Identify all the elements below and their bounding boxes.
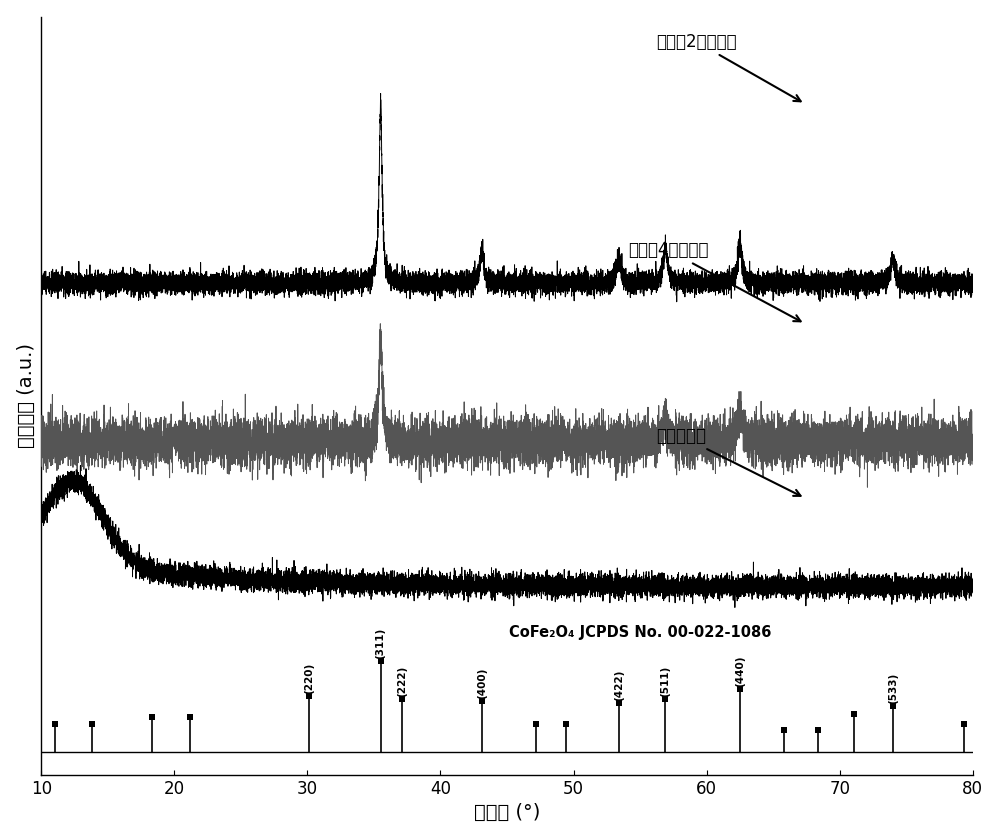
Text: (311): (311) <box>376 628 386 659</box>
Text: (220): (220) <box>304 663 314 694</box>
X-axis label: 衍射角 (°): 衍射角 (°) <box>474 803 540 822</box>
Text: (222): (222) <box>397 666 407 697</box>
Text: (400): (400) <box>477 668 487 699</box>
Text: 实施例2复合材料: 实施例2复合材料 <box>656 33 801 102</box>
Text: (440): (440) <box>735 655 745 687</box>
Text: (533): (533) <box>888 673 898 704</box>
Text: 聚碇硅氧烷: 聚碇硅氧烷 <box>656 427 801 496</box>
Text: CoFe₂O₄ JCPDS No. 00-022-1086: CoFe₂O₄ JCPDS No. 00-022-1086 <box>509 625 771 640</box>
Text: 实施例4复合材料: 实施例4复合材料 <box>628 242 801 321</box>
Y-axis label: 衍射强度 (a.u.): 衍射强度 (a.u.) <box>17 343 36 448</box>
Text: (422): (422) <box>614 670 624 701</box>
Text: (511): (511) <box>660 666 670 697</box>
